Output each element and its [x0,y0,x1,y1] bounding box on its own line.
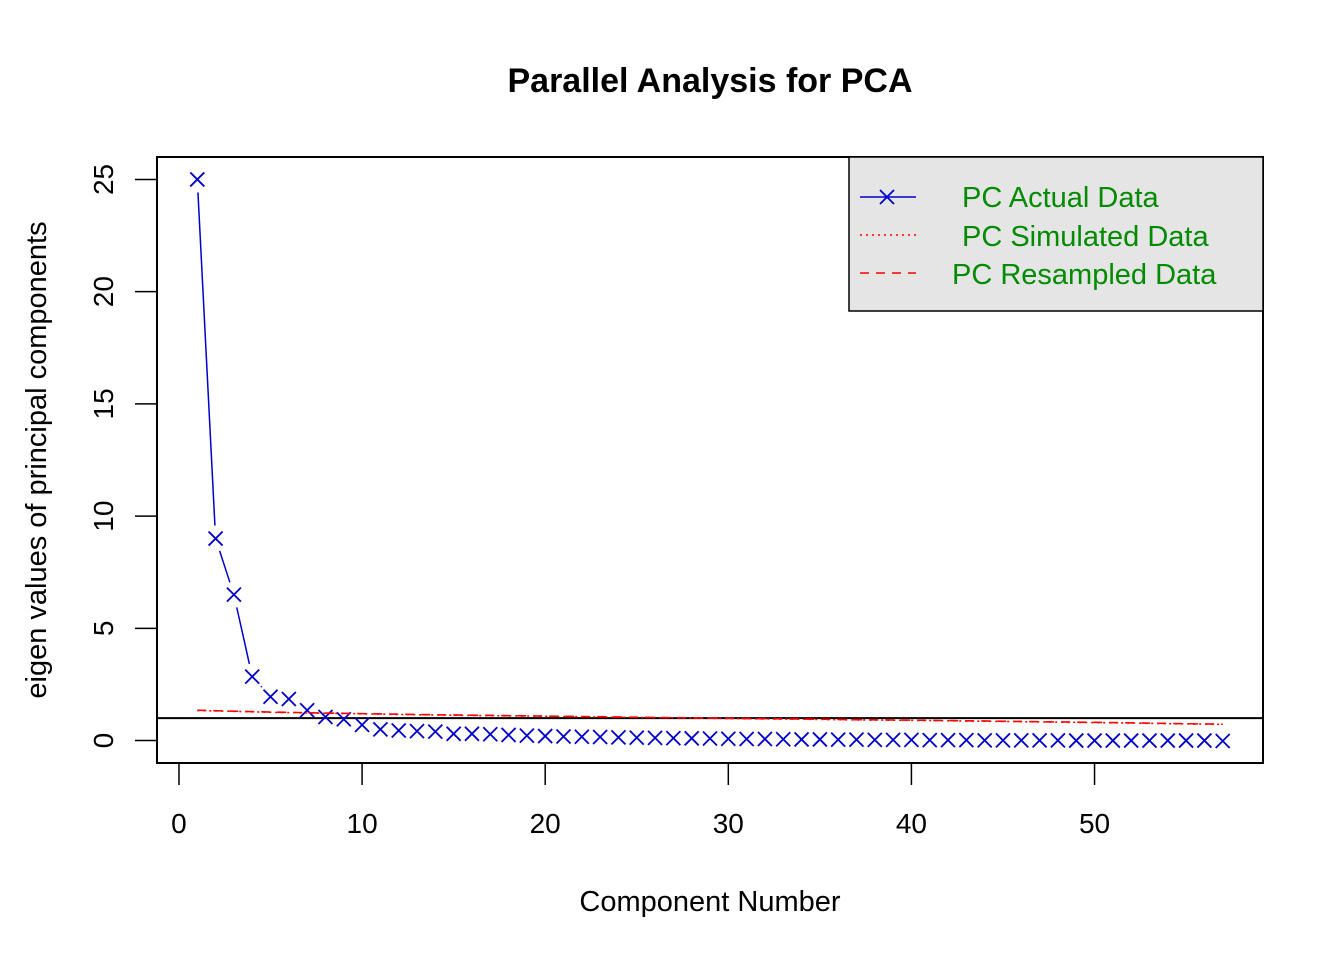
actual-data-point [464,726,480,742]
actual-data-point [500,727,517,743]
actual-data-point [610,729,627,746]
resampled-line [197,709,1223,725]
actual-data-point [775,731,791,747]
actual-data-point [1086,732,1103,749]
actual-data-point [574,729,590,745]
actual-data-point [995,732,1011,748]
series-resampled [197,709,1223,725]
actual-data-point [720,731,736,747]
actual-data-point [226,587,242,603]
plot-area [157,171,1263,749]
actual-data-point [299,702,315,718]
actual-data-point [1123,732,1139,749]
actual-data-point [592,729,608,745]
actual-data-point [702,730,718,747]
y-tick-label: 15 [88,388,119,419]
actual-data-point [1105,732,1121,749]
actual-data-point [354,717,370,733]
y-tick-label: 25 [88,164,119,195]
series-actual [189,171,1231,749]
legend: PC Actual Data PC Simulated Data PC Resa… [848,156,1264,312]
actual-data-point [1068,732,1084,749]
actual-data-point [446,726,462,742]
actual-data-point [885,732,901,748]
actual-data-point [812,731,828,748]
actual-data-point [647,730,663,746]
x-tick-label: 40 [896,808,927,839]
actual-data-point [1196,732,1213,749]
actual-data-point [1031,732,1048,748]
actual-data-point [317,709,334,725]
actual-data-point [281,691,297,707]
y-axis-label: eigen values of principal components [21,221,53,698]
actual-data-point [482,726,498,742]
actual-data-point [903,732,920,748]
legend-entry-actual: PC Actual Data [962,182,1160,214]
actual-line-segment [197,192,216,526]
legend-entry-resampled: PC Resampled Data [952,259,1217,291]
legend-entry-simulated: PC Simulated Data [962,221,1209,253]
actual-data-point [830,732,846,748]
y-tick-label: 0 [88,733,119,749]
actual-line-segment [236,607,251,665]
actual-data-point [537,728,553,744]
x-axis-label: Component Number [579,886,840,918]
x-tick-label: 0 [171,808,187,839]
actual-data-point [1160,732,1176,749]
actual-data-point [1141,732,1158,749]
actual-data-point [757,731,773,747]
actual-data-point [922,732,938,748]
legend-key-actual-marker [879,189,895,205]
x-axis: 0 10 20 30 40 50 [171,762,1110,839]
y-tick-label: 10 [88,501,119,532]
plot-frame [156,156,1264,764]
actual-data-point [336,711,352,727]
actual-data-point [1050,732,1066,748]
actual-data-point [189,171,205,188]
actual-data-point [1013,732,1029,748]
actual-data-point [244,668,260,685]
legend-box [848,156,1264,312]
actual-data-point [262,689,279,705]
actual-data-point [665,730,682,746]
actual-data-point [1215,733,1231,749]
x-tick-label: 10 [347,808,378,839]
actual-data-point [207,530,224,547]
actual-data-point [848,732,865,748]
actual-data-point [977,732,993,748]
actual-data-point [629,730,645,746]
x-tick-label: 50 [1079,808,1110,839]
actual-data-point [391,722,407,739]
actual-data-point [684,730,700,746]
actual-data-point [958,732,974,748]
y-tick-label: 20 [88,276,119,307]
actual-data-point [372,721,389,737]
actual-data-point [940,732,956,748]
actual-data-point [793,731,810,748]
actual-data-point [519,727,535,744]
actual-data-point [1178,732,1194,749]
actual-line-segment [260,685,263,688]
y-tick-label: 5 [88,621,119,637]
actual-data-point [427,723,443,740]
x-tick-label: 20 [530,808,561,839]
actual-data-point [738,731,755,747]
actual-data-point [555,728,572,745]
chart-title: Parallel Analysis for PCA [507,62,912,100]
x-tick-label: 30 [713,808,744,839]
actual-data-point [409,723,425,739]
y-axis: 0 5 10 15 20 25 [88,164,158,749]
actual-line-segment [218,550,231,583]
actual-data-point [867,732,883,748]
